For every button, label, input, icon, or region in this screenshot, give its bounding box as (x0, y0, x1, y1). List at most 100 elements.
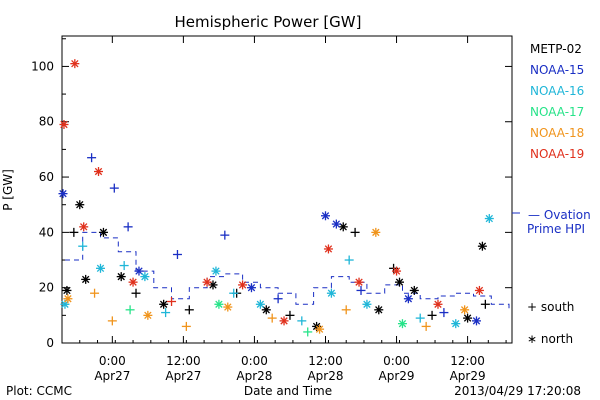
north-marker (70, 59, 80, 69)
data-markers (58, 59, 494, 337)
north-marker (397, 319, 407, 329)
x-tick-date: Apr28 (307, 369, 343, 383)
north-marker (95, 263, 105, 273)
marker-stroke (215, 300, 223, 308)
marker-stroke (60, 120, 68, 129)
marker-stroke (410, 286, 419, 295)
x-axis-tick-labels: 0:00Apr2712:00Apr270:00Apr2812:00Apr280:… (94, 354, 485, 383)
north-marker (323, 244, 333, 254)
series-metp-02 (62, 200, 490, 331)
north-marker (320, 211, 330, 221)
x-tick-date: Apr27 (94, 369, 130, 383)
marker-stroke (135, 267, 143, 275)
north-marker (433, 299, 443, 309)
legend-entry: NOAA-17 (530, 105, 584, 119)
north-marker (354, 277, 364, 287)
legend-entry: METP-02 (530, 42, 582, 56)
y-axis-label: P [GW] (1, 169, 15, 211)
south-marker (69, 227, 79, 237)
north-marker (451, 319, 461, 329)
marker-stroke (321, 212, 330, 220)
series-noaa-17 (125, 299, 407, 337)
north-marker (98, 227, 108, 237)
south-marker (285, 310, 295, 320)
north-marker (279, 316, 289, 326)
south-marker (273, 294, 283, 304)
south-marker (181, 321, 191, 331)
y-axis-tick-labels: 0 20 40 60 80 100 (31, 59, 54, 350)
north-marker (202, 277, 212, 287)
south-marker (480, 299, 490, 309)
marker-stroke (144, 311, 152, 320)
marker-stroke (280, 317, 288, 325)
x-tick-date: Apr29 (379, 369, 415, 383)
marker-stroke (315, 325, 324, 333)
series-noaa-19 (59, 59, 484, 326)
marker-stroke (76, 201, 84, 209)
north-marker (246, 283, 256, 293)
x-tick-time: 0:00 (99, 354, 126, 368)
marker-stroke (392, 267, 401, 275)
marker-stroke (485, 214, 494, 223)
north-marker (261, 305, 271, 315)
marker-stroke (256, 300, 265, 308)
series-noaa-15 (58, 153, 481, 326)
x-tick-date: Apr27 (165, 369, 201, 383)
marker-stroke (452, 319, 460, 328)
x-tick-date: Apr29 (450, 369, 486, 383)
south-marker (220, 230, 230, 240)
north-marker (477, 241, 487, 251)
south-marker (350, 227, 360, 237)
x-tick-time: 12:00 (450, 354, 485, 368)
north-marker (116, 272, 126, 282)
marker-stroke (61, 300, 69, 308)
north-marker (338, 222, 348, 232)
marker-stroke (332, 220, 341, 228)
y-tick-label: 20 (39, 281, 54, 295)
marker-stroke (238, 281, 247, 289)
marker-stroke (478, 242, 487, 250)
north-marker (159, 299, 169, 309)
north-marker (75, 200, 85, 210)
marker-stroke (212, 267, 220, 275)
north-marker (362, 299, 372, 309)
north-marker (223, 302, 233, 312)
north-marker (211, 266, 221, 276)
marker-stroke (404, 295, 413, 303)
south-marker (107, 316, 117, 326)
marker-stroke (372, 228, 380, 237)
south-marker (267, 313, 277, 323)
south-marker (439, 308, 449, 318)
marker-stroke (395, 278, 404, 286)
marker-stroke (64, 295, 72, 303)
marker-stroke (96, 264, 105, 273)
ovation-step-line (65, 231, 510, 311)
north-marker (371, 227, 381, 237)
marker-stroke (398, 319, 407, 328)
south-marker (356, 285, 366, 295)
north-marker (143, 310, 153, 320)
north-marker (474, 285, 484, 295)
north-marker (81, 274, 91, 284)
north-marker (331, 219, 341, 229)
y-tick-label: 0 (46, 336, 54, 350)
north-marker (60, 299, 70, 309)
north-marker (94, 167, 104, 177)
marker-stroke (463, 314, 472, 322)
north-marker (326, 288, 336, 298)
south-marker (415, 313, 425, 323)
north-marker (62, 285, 72, 295)
legend-entry: NOAA-15 (530, 63, 584, 77)
south-marker (167, 297, 177, 307)
marker-stroke (434, 300, 442, 308)
marker-stroke (472, 317, 481, 325)
axis-ticks (62, 36, 512, 344)
north-marker (392, 266, 402, 276)
chart-title: Hemispheric Power [GW] (175, 13, 362, 31)
south-marker (125, 305, 135, 315)
marker-stroke (203, 278, 211, 286)
north-marker (59, 120, 69, 130)
south-marker (341, 305, 351, 315)
marker-stroke (99, 228, 108, 237)
marker-stroke (247, 283, 256, 292)
